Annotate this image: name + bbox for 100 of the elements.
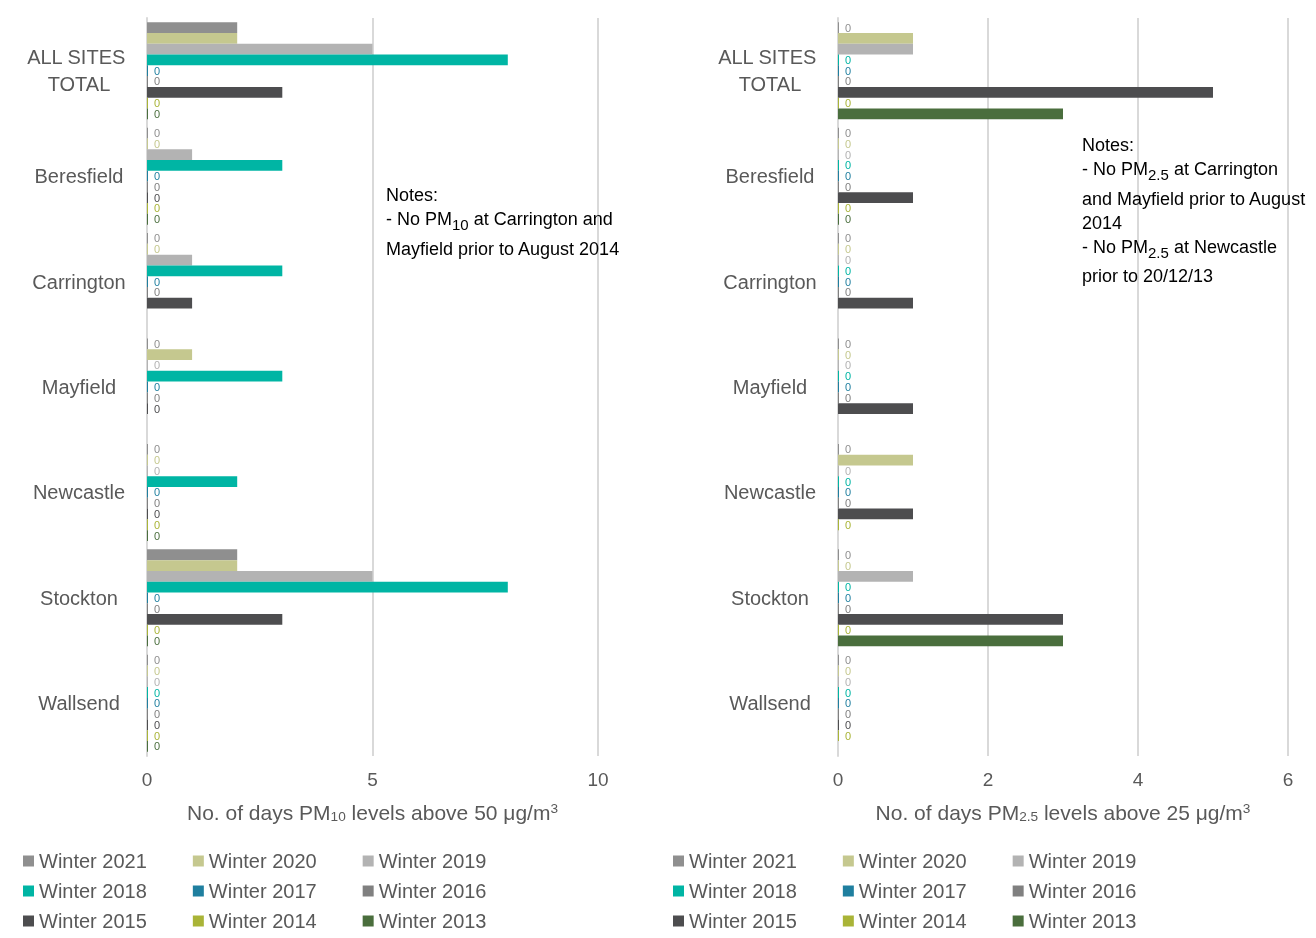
- bar: [838, 508, 913, 520]
- data-label: 0: [845, 486, 852, 499]
- bar: [838, 570, 913, 582]
- bar: [147, 581, 508, 593]
- data-label: 0: [845, 548, 852, 561]
- legend-label: Winter 2020: [208, 850, 317, 872]
- legend-label: Winter 2021: [689, 850, 797, 872]
- legend-label: Winter 2013: [378, 910, 487, 932]
- annotation: - No PM$_{10}$ at Carrington and Mayfield prior to August 2014: [386, 208, 621, 261]
- data-label: 0: [154, 602, 161, 615]
- data-label: 0: [845, 718, 852, 731]
- data-label: 0: [154, 708, 161, 721]
- x-tick-label: 0: [832, 769, 844, 790]
- y-tick-label: Stockton: [40, 586, 118, 609]
- legend-label: Winter 2017: [858, 880, 967, 902]
- annotation: - No PM$_{2.5}$ at Newcastle prior to 20/12/13: [1082, 235, 1278, 289]
- data-label: 0: [845, 664, 852, 677]
- data-label: 0: [845, 464, 852, 477]
- data-label: 0: [154, 729, 161, 742]
- data-label: 0: [154, 654, 161, 667]
- data-label: 0: [154, 359, 161, 372]
- bar: [147, 476, 238, 488]
- x-tick-label: 6: [1282, 769, 1294, 790]
- data-label: 0: [845, 686, 852, 699]
- x-tick-label: 2: [982, 769, 994, 790]
- bar: [147, 254, 193, 266]
- data-label: 0: [154, 64, 161, 77]
- data-label: 0: [845, 370, 852, 383]
- data-label: 0: [154, 402, 161, 415]
- data-label: 0: [154, 232, 161, 245]
- data-label: 0: [845, 137, 852, 150]
- bar: [838, 32, 913, 44]
- data-label: 0: [154, 97, 161, 110]
- data-label: 0: [845, 708, 852, 721]
- data-label: 0: [845, 654, 852, 667]
- legend-label: Winter 2018: [39, 880, 147, 902]
- data-label: 0: [154, 486, 161, 499]
- y-tick-label: Wallsend: [38, 692, 120, 715]
- data-label: 0: [154, 337, 161, 350]
- bar: [147, 32, 238, 44]
- legend-label: Winter 2015: [39, 910, 147, 932]
- y-tick-label: Newcastle: [723, 481, 817, 504]
- data-label: 0: [154, 529, 161, 542]
- data-label: 0: [154, 591, 161, 604]
- y-tick-label: ALL SITES TOTAL: [27, 46, 131, 96]
- legend-label: Winter 2016: [1028, 880, 1137, 902]
- data-label: 0: [154, 127, 161, 140]
- bar: [147, 149, 193, 160]
- data-label: 0: [845, 591, 852, 604]
- data-label: 0: [154, 718, 161, 731]
- data-label: 0: [845, 443, 852, 456]
- data-label: 0: [845, 97, 852, 110]
- data-label: 0: [154, 286, 161, 299]
- bar: [838, 454, 913, 466]
- bar: [838, 635, 1063, 647]
- y-tick-label: Carrington: [32, 270, 126, 293]
- data-label: 0: [154, 697, 161, 710]
- data-label: 0: [154, 243, 161, 256]
- y-tick-label: ALL SITES TOTAL: [718, 46, 822, 96]
- data-label: 0: [154, 740, 161, 753]
- data-label: 0: [845, 675, 852, 688]
- data-label: 0: [154, 381, 161, 393]
- y-tick-label: Beresfield: [34, 165, 124, 188]
- data-label: 0: [845, 381, 852, 393]
- legend-label: Winter 2015: [689, 910, 797, 932]
- legend-label: Winter 2017: [208, 880, 317, 902]
- bar: [147, 549, 238, 561]
- data-label: 0: [845, 21, 852, 34]
- legend-label: Winter 2013: [1028, 910, 1137, 932]
- x-tick-label: 10: [587, 769, 609, 790]
- data-label: 0: [845, 148, 852, 161]
- data-label: 0: [845, 254, 852, 267]
- bar: [838, 192, 913, 204]
- legend-label: Winter 2019: [378, 850, 487, 872]
- legend-label: Winter 2016: [378, 880, 487, 902]
- legend-label: Winter 2019: [1028, 850, 1137, 872]
- data-label: 0: [845, 232, 852, 245]
- legend-label: Winter 2020: [858, 850, 967, 872]
- data-label: 0: [845, 518, 852, 531]
- bar: [838, 86, 1213, 98]
- data-label: 0: [845, 559, 852, 572]
- data-label: 0: [845, 202, 852, 215]
- data-label: 0: [845, 391, 852, 404]
- data-label: 0: [845, 53, 852, 66]
- bar: [147, 86, 283, 98]
- data-label: 0: [154, 497, 161, 510]
- data-label: 0: [845, 348, 852, 361]
- bar: [147, 614, 283, 625]
- x-tick-label: 4: [1132, 769, 1144, 790]
- data-label: 0: [154, 507, 161, 520]
- y-tick-label: Wallsend: [729, 692, 811, 715]
- data-label: 0: [154, 454, 161, 467]
- data-label: 0: [845, 275, 852, 288]
- data-label: 0: [154, 170, 161, 183]
- legend-label: Winter 2014: [208, 910, 317, 932]
- legend-label: Winter 2021: [39, 850, 147, 872]
- data-label: 0: [845, 264, 852, 277]
- data-label: 0: [154, 213, 161, 226]
- data-label: 0: [154, 518, 161, 531]
- bar: [147, 43, 373, 55]
